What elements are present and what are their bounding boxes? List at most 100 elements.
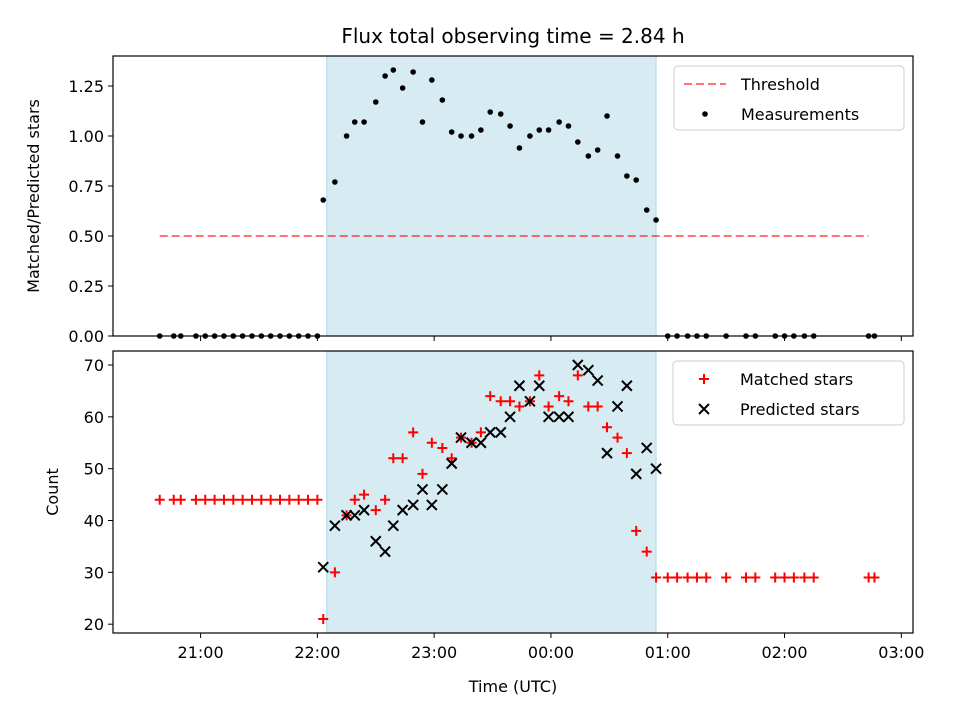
x-tick-label: 23:00 <box>411 643 457 662</box>
data-point <box>390 67 397 73</box>
top-panel: Flux total observing time = 2.84 h 0.00 0… <box>24 24 914 346</box>
data-point <box>650 462 662 475</box>
data-point <box>651 572 662 583</box>
data-point <box>495 396 506 407</box>
data-point <box>312 494 323 505</box>
data-point <box>643 207 650 213</box>
data-point <box>542 411 555 423</box>
data-point <box>209 494 220 505</box>
data-point <box>351 119 358 125</box>
data-point <box>572 359 584 371</box>
data-point <box>594 147 601 153</box>
data-point <box>417 468 428 479</box>
data-point <box>565 123 572 129</box>
data-point <box>497 111 504 117</box>
data-point <box>359 489 370 500</box>
data-point <box>200 494 211 505</box>
data-point <box>533 380 545 392</box>
data-point <box>218 494 229 505</box>
data-point <box>458 133 464 139</box>
data-point <box>361 119 367 125</box>
data-point <box>505 396 516 407</box>
legend: Threshold Measurements <box>673 65 905 131</box>
data-point <box>662 572 673 583</box>
data-point <box>387 519 399 532</box>
data-point <box>527 133 533 139</box>
data-point <box>799 572 810 583</box>
data-point <box>388 453 399 464</box>
data-point <box>653 217 659 223</box>
data-point <box>591 374 604 387</box>
data-point <box>621 448 632 459</box>
data-point <box>487 109 494 115</box>
legend-box <box>672 360 905 426</box>
data-point <box>604 113 610 119</box>
data-point <box>534 370 545 381</box>
y-tick-label: 20 <box>84 615 104 634</box>
data-point <box>545 127 552 133</box>
x-tick-label: 00:00 <box>528 643 574 662</box>
data-point <box>592 401 603 412</box>
data-point <box>343 133 350 139</box>
data-point <box>246 494 257 505</box>
data-point <box>475 437 487 449</box>
y-tick-label: 0.50 <box>68 227 104 246</box>
data-point <box>485 391 496 402</box>
data-point <box>514 401 525 412</box>
data-point <box>770 572 781 583</box>
data-point <box>614 153 621 159</box>
data-point <box>329 519 341 532</box>
series-matched-stars <box>154 370 880 625</box>
bottom-panel: 20 30 40 50 60 70 21:00 22:00 23:00 00:00 01:00 02:… <box>43 350 924 696</box>
data-point <box>446 453 457 464</box>
data-point <box>154 494 165 505</box>
legend-x-swatch <box>698 403 710 415</box>
y-tick-label: 0.75 <box>68 177 104 196</box>
y-axis-label: Matched/Predicted stars <box>24 99 43 293</box>
data-point <box>563 396 574 407</box>
data-point <box>611 400 624 413</box>
data-point <box>284 494 295 505</box>
x-tick-label: 01:00 <box>645 643 691 662</box>
legend-dot-swatch <box>702 111 708 117</box>
data-point <box>516 145 523 151</box>
data-point <box>380 494 391 505</box>
data-point <box>340 509 353 522</box>
data-point <box>410 69 416 75</box>
data-point <box>408 427 419 438</box>
data-point <box>429 77 435 83</box>
data-point <box>672 572 683 583</box>
data-point <box>275 494 286 505</box>
data-point <box>320 197 327 203</box>
data-point <box>396 504 409 516</box>
y-tick-label: 50 <box>84 460 104 479</box>
data-point <box>641 546 652 557</box>
data-point <box>416 483 429 496</box>
data-point <box>495 426 507 439</box>
data-point <box>721 572 732 583</box>
data-point <box>448 129 455 135</box>
y-tick-label: 40 <box>84 512 104 531</box>
data-point <box>602 422 613 433</box>
data-point <box>175 494 186 505</box>
data-point <box>553 411 565 423</box>
data-point <box>407 499 419 511</box>
y-tick-label: 30 <box>84 563 104 582</box>
data-point <box>621 380 633 392</box>
data-point <box>575 139 581 145</box>
data-point <box>641 442 653 454</box>
data-point <box>562 411 575 423</box>
legend-label: Threshold <box>740 75 820 94</box>
legend-label: Matched stars <box>740 370 853 389</box>
data-point <box>513 380 526 392</box>
axes-frame <box>112 350 914 634</box>
data-point <box>439 97 446 103</box>
legend-label: Measurements <box>741 105 859 124</box>
y-tick-label: 60 <box>84 408 104 427</box>
data-point <box>624 173 630 179</box>
data-point <box>397 453 408 464</box>
data-point <box>370 505 381 516</box>
data-point <box>543 401 554 412</box>
data-point <box>631 525 642 536</box>
data-point <box>869 572 880 583</box>
